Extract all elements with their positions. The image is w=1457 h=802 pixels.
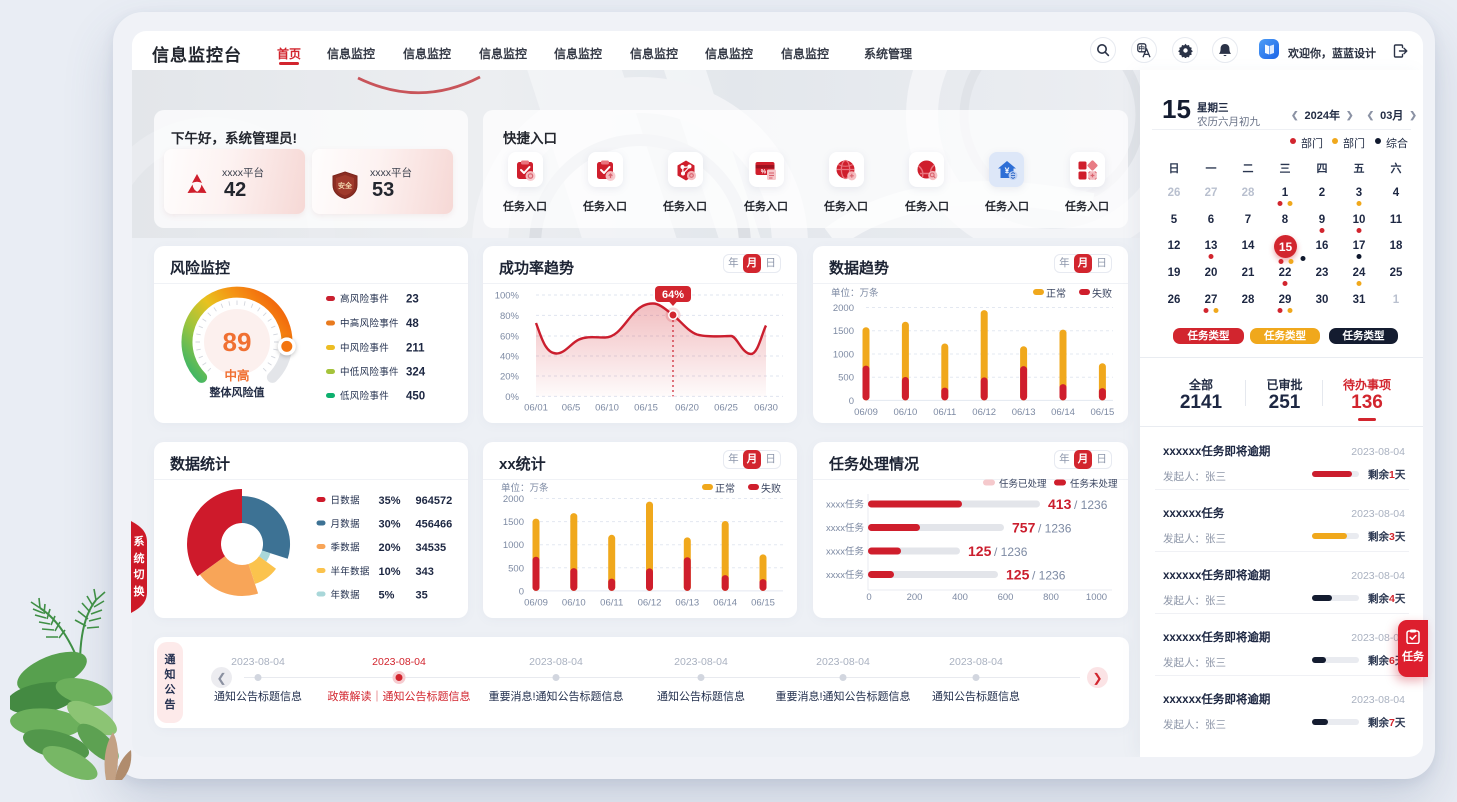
- svg-text:06/10: 06/10: [562, 598, 586, 609]
- svg-text:%: %: [761, 169, 767, 175]
- svg-text:0: 0: [849, 396, 854, 407]
- svg-text:半年数据: 半年数据: [331, 566, 370, 578]
- svg-text:中高风险事件: 中高风险事件: [340, 318, 399, 330]
- svg-text:06/01: 06/01: [524, 403, 548, 414]
- svg-text:456466: 456466: [416, 519, 453, 531]
- svg-text:30%: 30%: [379, 519, 401, 531]
- svg-text:2000: 2000: [503, 494, 524, 505]
- svg-text:35%: 35%: [379, 495, 401, 507]
- svg-text:64%: 64%: [662, 289, 684, 301]
- svg-text:0: 0: [866, 592, 871, 603]
- svg-text:06/11: 06/11: [933, 407, 956, 418]
- svg-text:500: 500: [508, 563, 524, 574]
- svg-text:1000: 1000: [1086, 592, 1107, 603]
- svg-text:60%: 60%: [500, 332, 520, 343]
- svg-text:xxxx任务: xxxx任务: [826, 569, 865, 581]
- svg-text:0: 0: [519, 586, 524, 597]
- svg-text:2000: 2000: [833, 303, 854, 314]
- svg-text:06/15: 06/15: [634, 403, 658, 414]
- svg-text:中低风险事件: 中低风险事件: [340, 366, 399, 378]
- svg-text:06/14: 06/14: [713, 598, 737, 609]
- svg-text:20%: 20%: [500, 372, 520, 383]
- svg-text:xxxx任务: xxxx任务: [826, 522, 865, 534]
- svg-text:失败: 失败: [1092, 287, 1112, 300]
- svg-text:80%: 80%: [500, 311, 520, 322]
- svg-text:年数据: 年数据: [331, 589, 361, 601]
- svg-text:失败: 失败: [761, 482, 781, 495]
- svg-text:20%: 20%: [379, 542, 401, 554]
- svg-text:06/15: 06/15: [1091, 407, 1115, 418]
- svg-text:整体风险值: 整体风险值: [209, 385, 265, 399]
- svg-text:06/15: 06/15: [751, 598, 775, 609]
- svg-text:06/10: 06/10: [894, 407, 918, 418]
- svg-text:211: 211: [406, 343, 425, 355]
- svg-text:/ 1236: / 1236: [1074, 498, 1108, 512]
- svg-text:125: 125: [968, 543, 992, 559]
- svg-text:450: 450: [406, 391, 425, 403]
- svg-text:日数据: 日数据: [331, 495, 361, 507]
- svg-text:23: 23: [406, 294, 419, 306]
- svg-text:06/14: 06/14: [1051, 407, 1075, 418]
- svg-text:中: 中: [1138, 43, 1145, 52]
- svg-text:正常: 正常: [1046, 287, 1066, 300]
- svg-text:324: 324: [406, 367, 426, 379]
- svg-text:安全: 安全: [338, 181, 353, 190]
- svg-text:/ 1236: / 1236: [994, 545, 1028, 559]
- svg-text:06/30: 06/30: [754, 403, 778, 414]
- svg-text:季数据: 季数据: [331, 542, 361, 554]
- svg-text:200: 200: [907, 592, 923, 603]
- svg-text:89: 89: [223, 327, 252, 357]
- svg-text:100%: 100%: [495, 291, 520, 302]
- svg-text:06/12: 06/12: [972, 407, 996, 418]
- svg-text:48: 48: [406, 318, 419, 330]
- svg-text:06/5: 06/5: [562, 403, 581, 414]
- svg-text:1500: 1500: [833, 326, 854, 337]
- svg-text:高风险事件: 高风险事件: [340, 293, 389, 305]
- svg-text:800: 800: [1043, 592, 1059, 603]
- svg-text:任务已处理: 任务已处理: [999, 478, 1047, 490]
- svg-text:06/09: 06/09: [524, 598, 548, 609]
- svg-text:单位：万条: 单位：万条: [831, 287, 879, 299]
- svg-text:06/13: 06/13: [675, 598, 699, 609]
- svg-text:1500: 1500: [503, 517, 524, 528]
- svg-text:964572: 964572: [416, 495, 453, 507]
- svg-text:40%: 40%: [500, 352, 520, 363]
- svg-text:¥: ¥: [1005, 165, 1010, 175]
- svg-text:任务未处理: 任务未处理: [1070, 478, 1118, 490]
- svg-text:06/20: 06/20: [675, 403, 699, 414]
- svg-text:343: 343: [416, 566, 434, 578]
- svg-text:xxxx任务: xxxx任务: [826, 546, 865, 558]
- svg-text:/ 1236: / 1236: [1032, 569, 1066, 583]
- svg-text:06/09: 06/09: [854, 407, 878, 418]
- svg-text:413: 413: [1048, 496, 1072, 512]
- svg-text:1000: 1000: [503, 540, 524, 551]
- svg-text:35: 35: [416, 590, 428, 602]
- svg-text:正常: 正常: [715, 482, 735, 495]
- svg-text:0%: 0%: [505, 392, 519, 403]
- svg-text:/ 1236: / 1236: [1038, 522, 1072, 536]
- svg-text:中高: 中高: [224, 368, 249, 383]
- svg-text:xxxx任务: xxxx任务: [826, 499, 865, 511]
- svg-text:500: 500: [838, 373, 854, 384]
- svg-text:5%: 5%: [379, 590, 395, 602]
- svg-text:低风险事件: 低风险事件: [340, 390, 389, 402]
- svg-text:34535: 34535: [416, 542, 447, 554]
- svg-text:06/25: 06/25: [714, 403, 738, 414]
- svg-text:06/12: 06/12: [638, 598, 662, 609]
- svg-text:单位：万条: 单位：万条: [501, 482, 549, 494]
- svg-text:10%: 10%: [379, 566, 401, 578]
- svg-text:06/11: 06/11: [600, 598, 623, 609]
- svg-text:1000: 1000: [833, 350, 854, 361]
- svg-text:月数据: 月数据: [331, 518, 361, 530]
- svg-text:中风险事件: 中风险事件: [340, 342, 389, 354]
- svg-text:757: 757: [1012, 520, 1036, 536]
- svg-text:600: 600: [998, 592, 1014, 603]
- svg-text:400: 400: [952, 592, 968, 603]
- svg-text:06/13: 06/13: [1012, 407, 1036, 418]
- svg-text:125: 125: [1006, 567, 1030, 583]
- svg-text:06/10: 06/10: [595, 403, 619, 414]
